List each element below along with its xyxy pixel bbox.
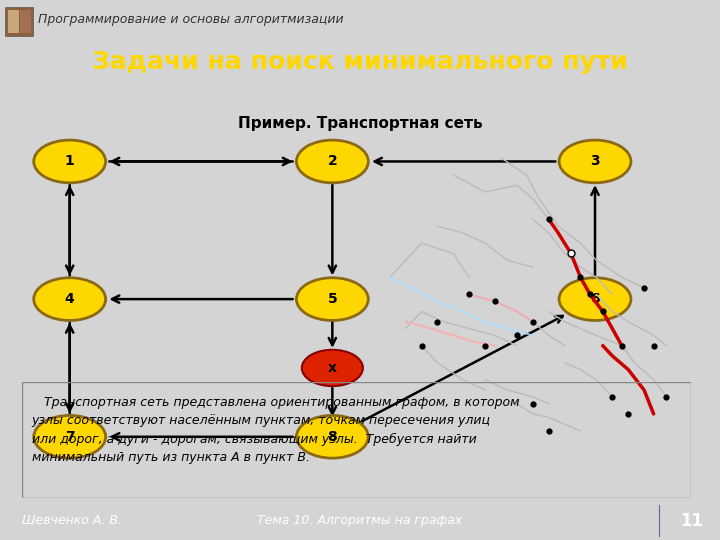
Bar	[20, 10, 31, 33]
Circle shape	[559, 140, 631, 183]
Text: Задачи на поиск минимального пути: Задачи на поиск минимального пути	[92, 50, 628, 74]
Text: Транспортная сеть представлена ориентированным графом, в котором
узлы соответств: Транспортная сеть представлена ориентиро…	[32, 396, 519, 464]
Text: Программирование и основы алгоритмизации: Программирование и основы алгоритмизации	[38, 13, 343, 26]
Circle shape	[34, 415, 106, 458]
Text: x: x	[328, 361, 337, 375]
Bar	[8, 10, 19, 33]
Text: Тема 10. Алгоритмы на графах: Тема 10. Алгоритмы на графах	[257, 514, 463, 527]
Text: 5: 5	[328, 292, 337, 306]
Circle shape	[297, 140, 369, 183]
Text: Пример. Транспортная сеть: Пример. Транспортная сеть	[238, 116, 482, 131]
Circle shape	[34, 278, 106, 320]
Circle shape	[34, 140, 106, 183]
FancyBboxPatch shape	[5, 7, 33, 36]
Text: 3: 3	[590, 154, 600, 168]
Circle shape	[559, 278, 631, 320]
Text: 6: 6	[590, 292, 600, 306]
Text: 4: 4	[65, 292, 75, 306]
Text: 1: 1	[65, 154, 75, 168]
Text: 2: 2	[328, 154, 337, 168]
Text: Шевченко А. В.: Шевченко А. В.	[22, 514, 122, 527]
Circle shape	[297, 278, 369, 320]
Text: 7: 7	[65, 430, 74, 444]
Text: 11: 11	[680, 511, 703, 530]
Text: 8: 8	[328, 430, 337, 444]
Circle shape	[302, 350, 363, 386]
Circle shape	[297, 415, 369, 458]
